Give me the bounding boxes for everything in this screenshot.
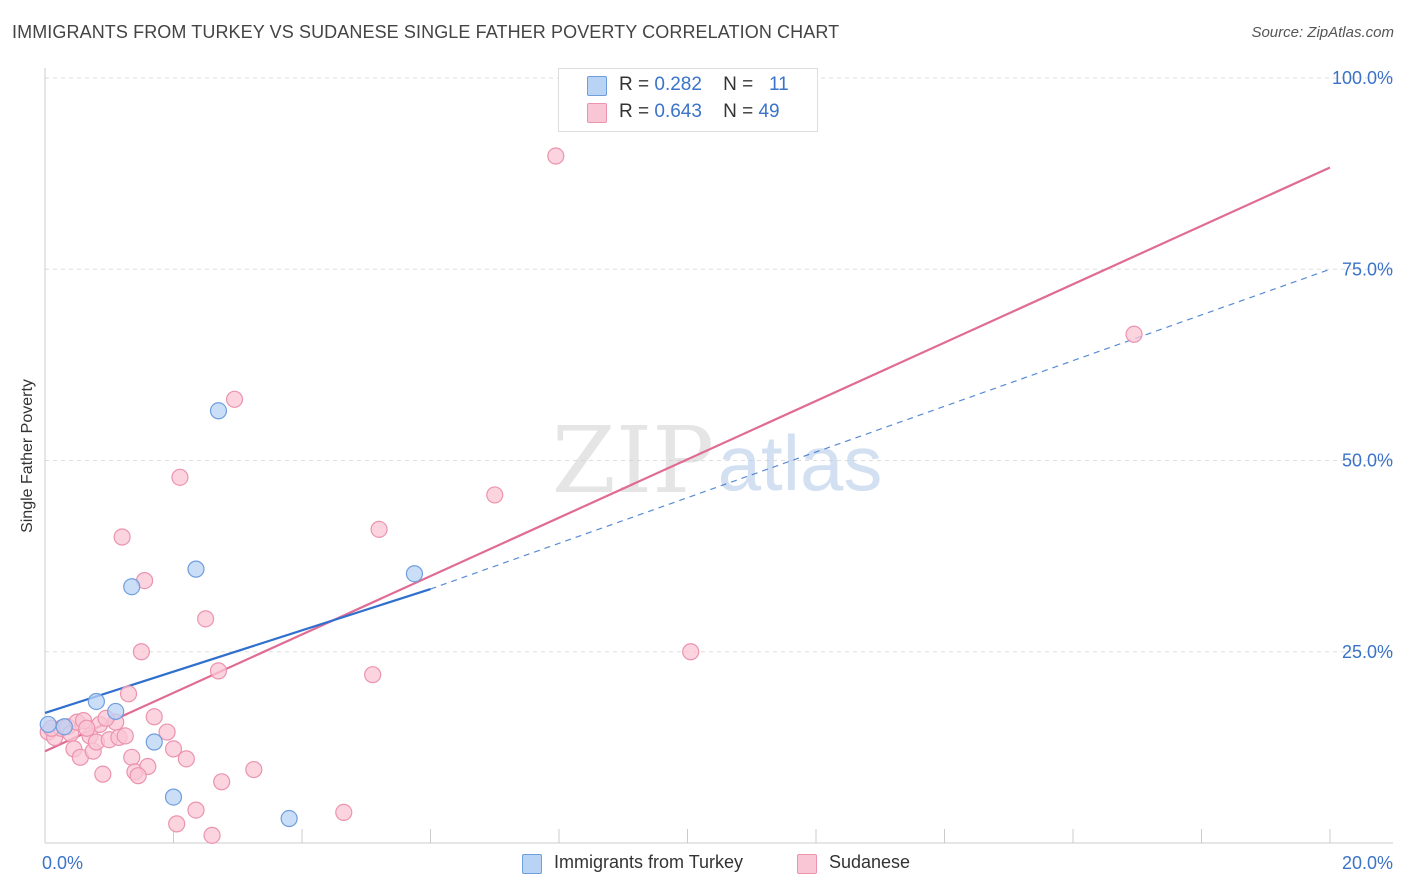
- turkey-point: [164, 788, 183, 806]
- sudanese-point: [78, 719, 96, 737]
- x-tick-label-min: 0.0%: [42, 853, 83, 873]
- chart-title: IMMIGRANTS FROM TURKEY VS SUDANESE SINGL…: [12, 22, 840, 42]
- sudanese-point: [213, 773, 231, 791]
- turkey-point: [209, 402, 228, 420]
- source-label: Source: ZipAtlas.com: [1251, 24, 1394, 41]
- sudanese-point: [132, 643, 150, 661]
- y-tick-label-75: 75.0%: [1342, 259, 1393, 279]
- sudanese-point: [197, 610, 215, 628]
- sudanese-r-label: R =: [619, 101, 650, 122]
- turkey-n-label: N =: [723, 74, 754, 95]
- turkey-trend-line: [44, 587, 431, 714]
- trend-layer: [44, 166, 1331, 753]
- sudanese-point: [116, 727, 134, 745]
- tick-label-layer: 25.0% 50.0% 75.0% 100.0% 0.0% 20.0%: [42, 68, 1393, 873]
- sudanese-point: [129, 767, 147, 785]
- sudanese-point: [1125, 325, 1143, 343]
- sudanese-point: [486, 486, 504, 504]
- sudanese-point: [119, 685, 138, 703]
- grid-layer: [45, 77, 1393, 653]
- turkey-point: [145, 733, 163, 751]
- turkey-point: [55, 718, 73, 736]
- sudanese-point: [225, 390, 244, 408]
- sudanese-point: [171, 468, 189, 486]
- sudanese-point: [547, 147, 565, 165]
- x-tick-label-max: 20.0%: [1342, 853, 1393, 873]
- turkey-legend-label: Immigrants from Turkey: [554, 852, 744, 872]
- sudanese-n-label: N =: [723, 101, 754, 122]
- y-tick-label-50: 50.0%: [1342, 451, 1393, 471]
- sudanese-point: [123, 748, 141, 766]
- watermark-atlas: atlas: [718, 419, 883, 507]
- sudanese-point: [177, 750, 195, 768]
- sudanese-legend-swatch: [797, 854, 817, 874]
- turkey-legend-swatch: [522, 854, 542, 874]
- sudanese-point: [370, 520, 388, 538]
- sudanese-point: [94, 765, 112, 783]
- turkey-point: [39, 715, 57, 734]
- turkey-r-label: R =: [619, 74, 650, 95]
- sudanese-point: [209, 662, 228, 680]
- sudanese-point: [158, 723, 176, 741]
- turkey-trend-extension: [430, 268, 1331, 590]
- sudanese-point: [113, 528, 131, 546]
- y-tick-label-25: 25.0%: [1342, 642, 1393, 662]
- sudanese-point: [335, 803, 353, 822]
- sudanese-point: [164, 740, 183, 758]
- sudanese-swatch: [587, 103, 607, 123]
- sudanese-point: [187, 801, 205, 819]
- y-tick-label-100: 100.0%: [1332, 68, 1393, 88]
- watermark-zip: ZIP: [552, 407, 714, 514]
- turkey-point: [87, 692, 106, 711]
- turkey-point: [280, 809, 298, 828]
- turkey-point: [123, 578, 141, 596]
- points-layer: [39, 147, 1143, 844]
- turkey-point: [405, 565, 424, 583]
- turkey-point: [107, 702, 125, 721]
- sudanese-n-value: 49: [758, 101, 780, 122]
- turkey-n-value: 11: [769, 74, 789, 95]
- sudanese-point: [168, 815, 186, 833]
- sudanese-trend-line: [44, 166, 1331, 753]
- sudanese-point: [145, 708, 163, 726]
- sudanese-point: [203, 826, 221, 844]
- turkey-r-value: 0.282: [654, 74, 702, 95]
- correlation-legend: R = 0.282 N = 11 R = 0.643 N = 49: [558, 68, 818, 132]
- turkey-point: [187, 560, 205, 578]
- sudanese-r-value: 0.643: [654, 101, 702, 122]
- axis-layer: [44, 68, 1393, 844]
- sudanese-point: [245, 760, 263, 779]
- sudanese-legend-label: Sudanese: [829, 852, 911, 872]
- turkey-swatch: [587, 76, 607, 96]
- sudanese-point: [682, 643, 700, 661]
- sudanese-point: [364, 666, 382, 684]
